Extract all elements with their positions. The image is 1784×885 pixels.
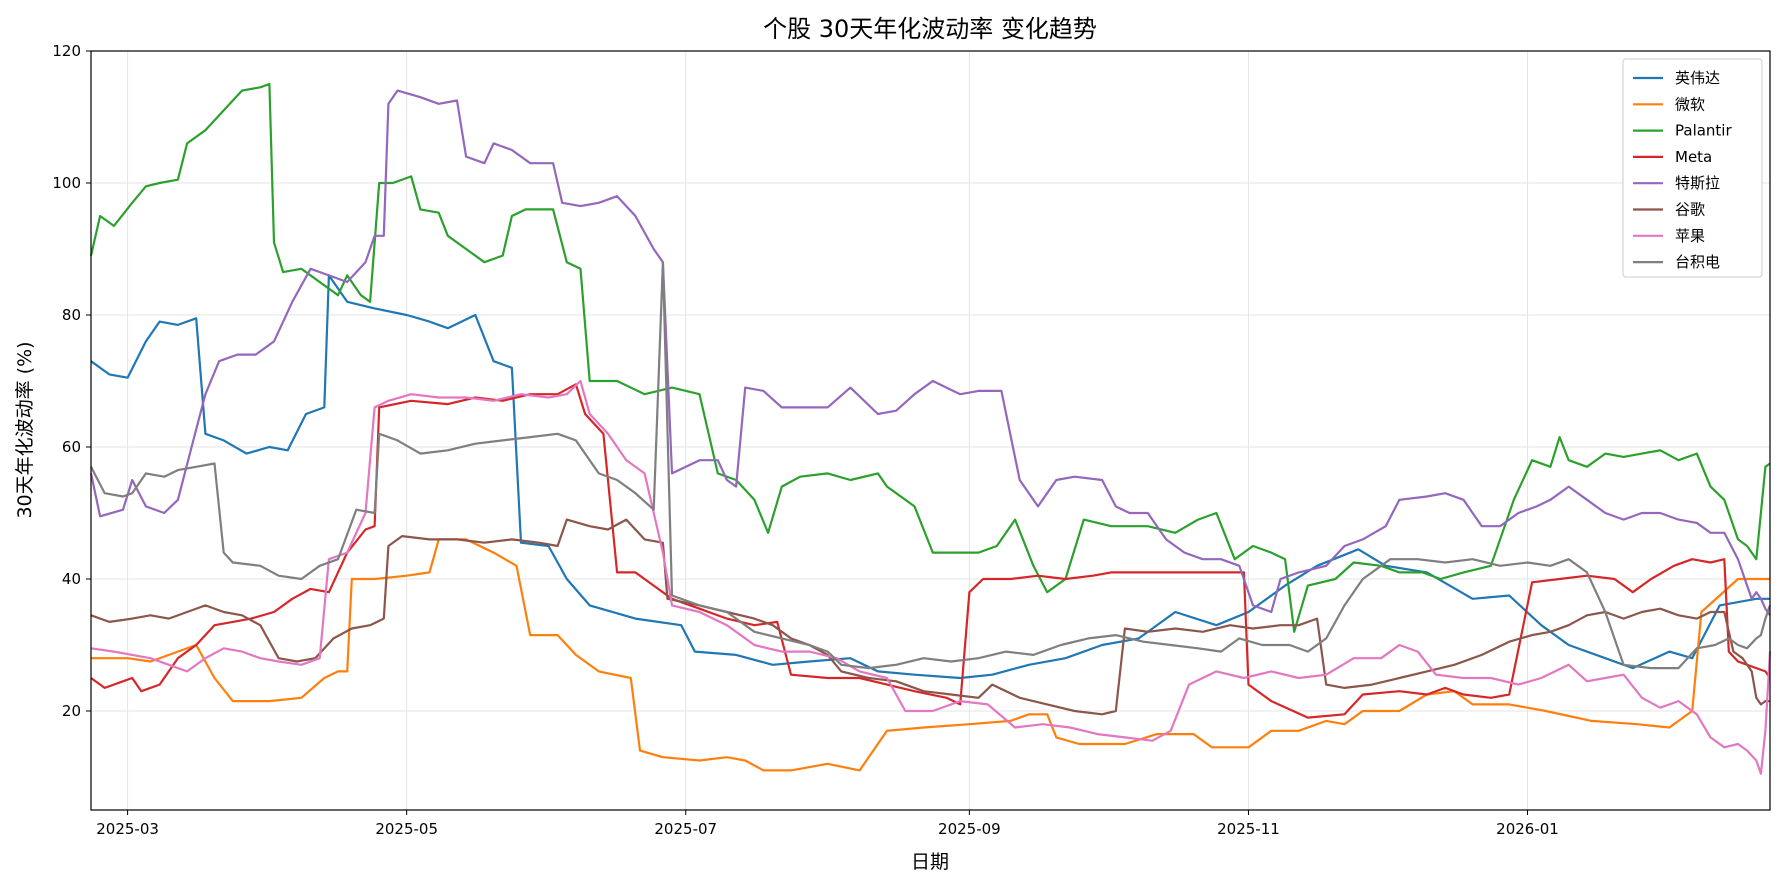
x-tick-label: 2025-09 xyxy=(938,820,1001,838)
x-tick-label: 2026-01 xyxy=(1496,820,1559,838)
legend-label: Meta xyxy=(1675,148,1712,166)
x-tick-label: 2025-07 xyxy=(654,820,717,838)
legend-label: 台积电 xyxy=(1675,253,1720,271)
legend-box xyxy=(1622,58,1763,278)
x-tick-label: 2025-05 xyxy=(375,820,438,838)
series-layer xyxy=(89,82,1772,775)
x-tick-label: 2025-11 xyxy=(1217,820,1280,838)
series-line-7 xyxy=(90,261,1772,670)
legend-label: Palantir xyxy=(1675,122,1732,140)
legend-label: 微软 xyxy=(1675,95,1705,113)
series-line-2 xyxy=(89,82,1771,633)
series-line-3 xyxy=(90,383,1771,719)
x-tick-label: 2025-03 xyxy=(96,820,159,838)
legend-label: 英伟达 xyxy=(1675,69,1720,87)
chart-title: 个股 30天年化波动率 变化趋势 xyxy=(763,15,1097,43)
x-axis: 2025-03 2025-05 2025-07 2025-09 2025-11 2026-… xyxy=(96,810,1559,838)
plot-frame xyxy=(90,50,1771,811)
series-line-4 xyxy=(89,89,1771,616)
y-tick-label: 40 xyxy=(62,570,81,588)
y-axis: 20 40 60 80 100 120 xyxy=(52,42,91,720)
series-line-0 xyxy=(90,274,1770,680)
y-tick-label: 80 xyxy=(62,306,81,324)
legend-label: 特斯拉 xyxy=(1675,174,1720,192)
y-tick-label: 60 xyxy=(62,438,81,456)
legend-label: 苹果 xyxy=(1675,227,1705,245)
y-tick-label: 20 xyxy=(62,702,81,720)
legend-label: 谷歌 xyxy=(1675,201,1705,219)
y-tick-label: 100 xyxy=(52,174,81,192)
series-line-5 xyxy=(90,518,1770,716)
x-axis-label: 日期 xyxy=(911,851,949,873)
y-tick-label: 120 xyxy=(52,42,81,60)
y-axis-label: 30天年化波动率 (%) xyxy=(14,341,36,518)
